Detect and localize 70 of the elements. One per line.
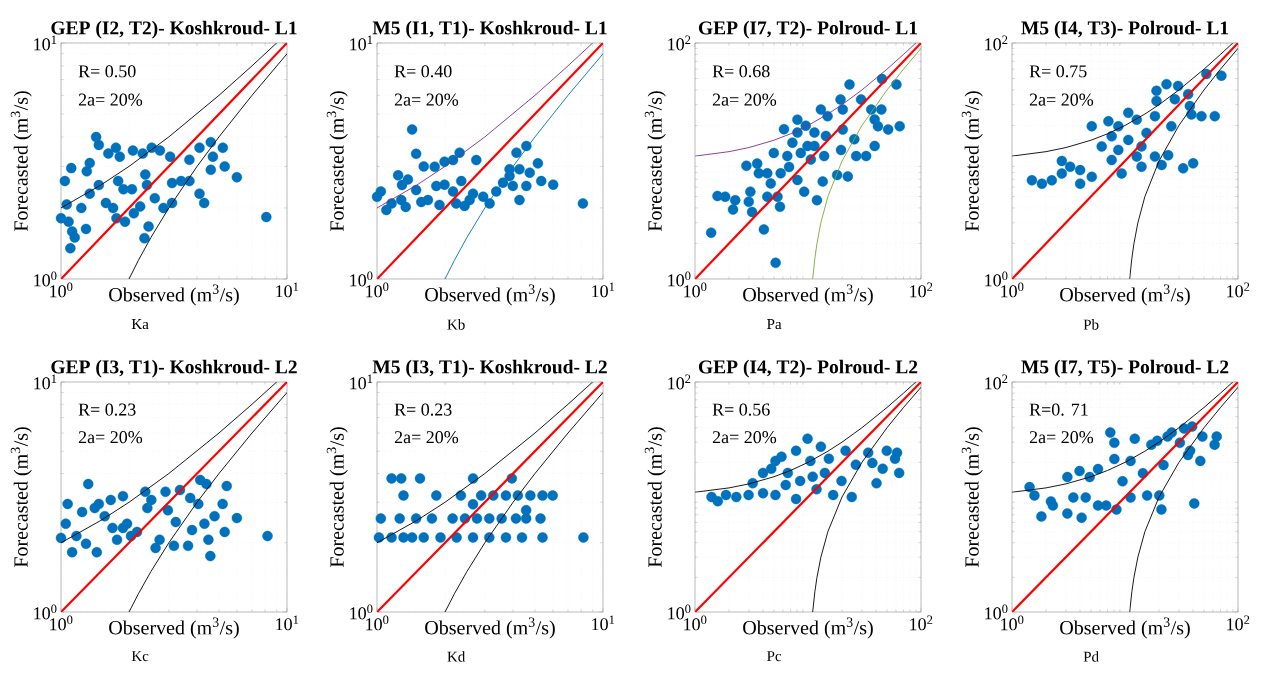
- x-tick-label: 10$^{0}$: [684, 615, 707, 631]
- x-tick-label: 10$^{2}$: [1227, 282, 1250, 298]
- text: Kc: [131, 651, 149, 662]
- x-tick-label: 10$^{0}$: [50, 282, 73, 298]
- y-tick-label: 10$^{1}$: [34, 374, 57, 390]
- annotation: 2a= 20%: [1029, 431, 1094, 444]
- y-tick-label: 10$^{2}$: [985, 35, 1008, 51]
- x-tick-label: 10$^{1}$: [276, 282, 299, 298]
- y-tick-label: 10$^{2}$: [985, 374, 1008, 390]
- annotation: 2a= 20%: [394, 431, 459, 444]
- y-axis-title: Forecasted (m$^{3}$/s): [644, 427, 666, 568]
- y-tick-label: 10$^{1}$: [350, 374, 373, 390]
- x-tick-label: 10$^{0}$: [1001, 615, 1024, 631]
- text: Ka: [131, 319, 149, 330]
- x-axis-title: Observed (m$^{3}$/s): [743, 284, 873, 306]
- x-axis-title: Observed (m$^{3}$/s): [109, 284, 239, 306]
- x-tick-label: 10$^{1}$: [276, 615, 299, 631]
- y-axis-title: Forecasted (m$^{3}$/s): [10, 427, 32, 568]
- chart-title: M5 (I1, T1)- Koshkroud- L1: [372, 20, 607, 39]
- x-tick-label: 10$^{2}$: [910, 615, 933, 631]
- y-tick-label: 10$^{2}$: [668, 35, 691, 51]
- annotation: 2a= 20%: [712, 93, 777, 106]
- chart-title: GEP (I7, T2)- Polroud- L1: [698, 20, 918, 39]
- text: Pa: [767, 319, 782, 330]
- y-axis-title: Forecasted (m$^{3}$/s): [10, 91, 32, 232]
- x-tick-label: 10$^{0}$: [1001, 282, 1024, 298]
- x-tick-label: 10$^{0}$: [684, 282, 707, 298]
- chart-title: M5 (I7, T5)- Polroud- L2: [1021, 359, 1229, 378]
- text: Pd: [1083, 651, 1099, 662]
- x-tick-label: 10$^{0}$: [366, 615, 389, 631]
- chart-title: M5 (I4, T3)- Polroud- L1: [1021, 20, 1229, 39]
- annotation: R= 0.75: [1029, 65, 1087, 78]
- x-axis-title: Observed (m$^{3}$/s): [425, 617, 555, 639]
- annotation: 2a= 20%: [712, 431, 777, 444]
- y-axis-title: Forecasted (m$^{3}$/s): [961, 427, 983, 568]
- y-tick-label: 10$^{2}$: [668, 374, 691, 390]
- annotation: R= 0.50: [78, 65, 136, 78]
- x-tick-label: 10$^{1}$: [592, 615, 615, 631]
- annotation: 2a= 20%: [394, 93, 459, 106]
- annotation: R= 0.68: [712, 65, 770, 78]
- chart-title: GEP (I4, T2)- Polroud- L2: [698, 359, 918, 378]
- x-axis-title: Observed (m$^{3}$/s): [1060, 284, 1190, 306]
- chart-title: M5 (I3, T1)- Koshkroud- L2: [372, 359, 607, 378]
- y-tick-label: 10$^{1}$: [34, 35, 57, 51]
- annotation: 2a= 20%: [78, 431, 143, 444]
- annotation: R=0. 71: [1029, 403, 1088, 416]
- text: Kb: [447, 319, 465, 330]
- x-tick-label: 10$^{0}$: [50, 615, 73, 631]
- annotation: R= 0.23: [394, 403, 452, 416]
- annotation: 2a= 20%: [78, 93, 143, 106]
- text: Pc: [767, 651, 782, 662]
- y-axis-title: Forecasted (m$^{3}$/s): [644, 91, 666, 232]
- x-axis-title: Observed (m$^{3}$/s): [425, 284, 555, 306]
- text: Pb: [1083, 319, 1099, 330]
- y-axis-title: Forecasted (m$^{3}$/s): [326, 427, 348, 568]
- x-tick-label: 10$^{2}$: [910, 282, 933, 298]
- x-axis-title: Observed (m$^{3}$/s): [1060, 617, 1190, 639]
- annotation: R= 0.23: [78, 403, 136, 416]
- y-axis-title: Forecasted (m$^{3}$/s): [326, 91, 348, 232]
- y-tick-label: 10$^{1}$: [350, 35, 373, 51]
- x-tick-label: 10$^{2}$: [1227, 615, 1250, 631]
- y-axis-title: Forecasted (m$^{3}$/s): [961, 91, 983, 232]
- annotation: R= 0.56: [712, 403, 770, 416]
- x-tick-label: 10$^{1}$: [592, 282, 615, 298]
- text: Kd: [447, 651, 466, 662]
- x-axis-title: Observed (m$^{3}$/s): [743, 617, 873, 639]
- x-tick-label: 10$^{0}$: [366, 282, 389, 298]
- annotation: 2a= 20%: [1029, 93, 1094, 106]
- x-axis-title: Observed (m$^{3}$/s): [109, 617, 239, 639]
- annotation: R= 0.40: [394, 65, 452, 78]
